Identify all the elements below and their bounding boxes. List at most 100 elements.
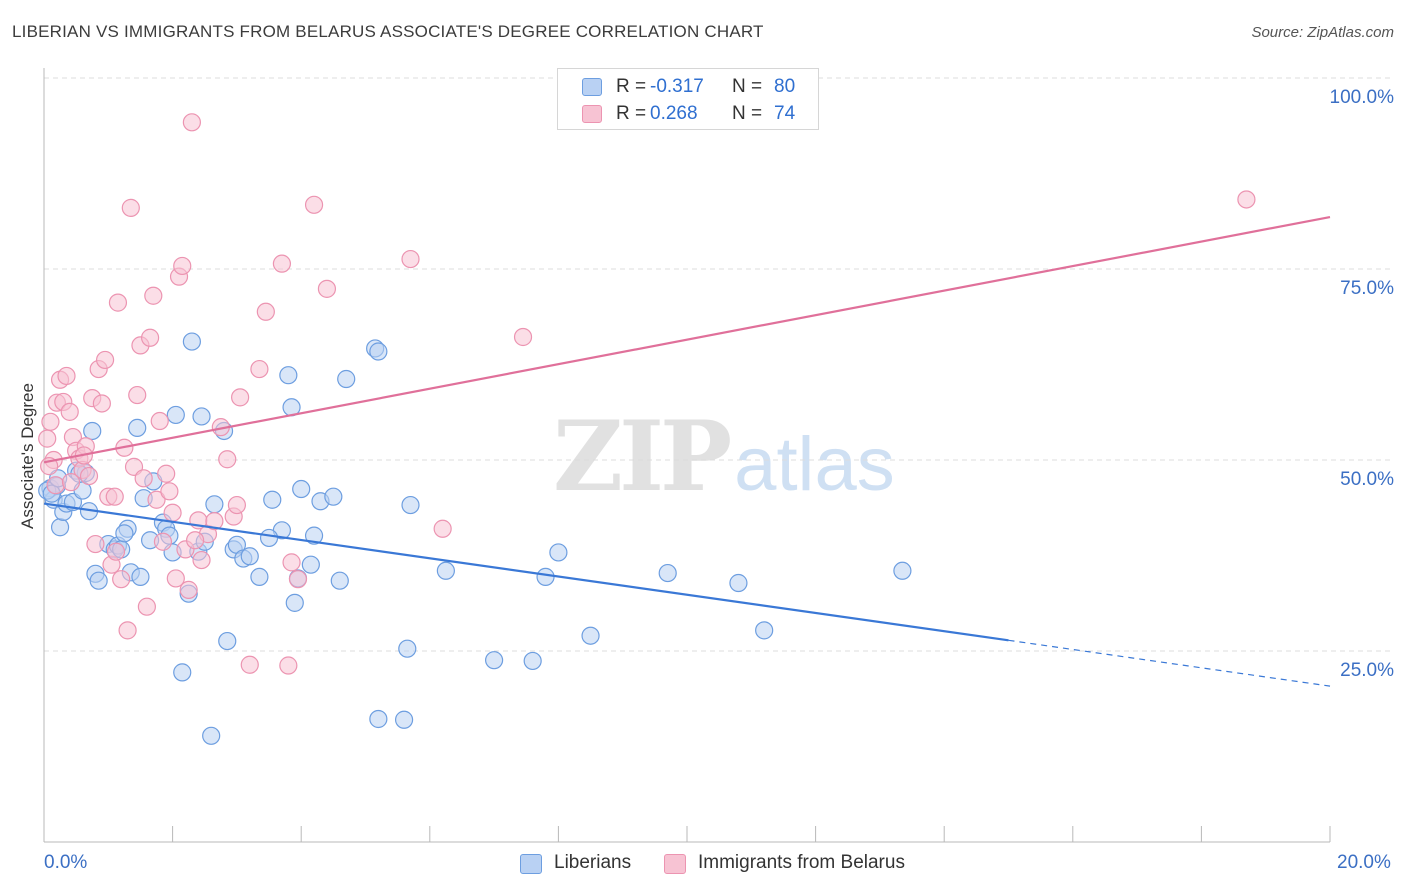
liberians-point: [250, 567, 269, 586]
belarus-point: [41, 412, 60, 431]
belarus-point: [182, 113, 201, 132]
liberians-point: [202, 726, 221, 745]
liberians-point: [436, 561, 455, 580]
n-value: 80: [774, 76, 796, 97]
r-label: R =: [616, 103, 647, 124]
liberians-legend-swatch: [520, 854, 542, 874]
liberians-point: [485, 651, 504, 670]
belarus-point: [128, 385, 147, 405]
belarus-point: [304, 195, 324, 214]
belarus-point: [92, 394, 111, 413]
belarus-point: [134, 469, 153, 488]
n-value: 74: [774, 103, 796, 124]
liberians-point: [218, 631, 237, 651]
liberians-point: [401, 495, 420, 515]
liberians-point: [205, 495, 224, 514]
liberians-point: [369, 342, 388, 361]
belarus-point: [240, 655, 259, 674]
belarus-point: [192, 550, 211, 570]
belarus-point: [279, 656, 298, 675]
liberians-point: [394, 710, 414, 729]
x-tick-label-min: 0.0%: [44, 852, 88, 873]
legend-label: Liberians: [554, 852, 632, 873]
n-label: N =: [732, 76, 763, 97]
liberians-point: [259, 528, 279, 548]
belarus-point: [166, 569, 185, 588]
r-value: 0.268: [650, 103, 698, 124]
liberians-swatch: [582, 78, 602, 96]
liberians-point: [304, 526, 324, 545]
liberians-trend-extension: [1008, 639, 1331, 687]
liberians-point: [182, 332, 201, 351]
belarus-point: [160, 482, 179, 501]
belarus-point: [106, 542, 126, 561]
liberians-point: [398, 639, 417, 658]
source-note: Source: ZipAtlas.com: [1251, 24, 1394, 41]
liberians-point: [263, 490, 282, 509]
liberians-point: [292, 479, 311, 499]
liberians-point: [658, 563, 677, 583]
liberians-point: [89, 571, 108, 590]
belarus-point: [86, 534, 105, 554]
r-value: -0.317: [650, 76, 704, 97]
belarus-point: [256, 302, 275, 321]
belarus-point: [250, 359, 269, 379]
belarus-point: [121, 198, 140, 217]
liberians-trend-line: [43, 502, 1009, 642]
belarus-point: [61, 473, 81, 492]
belarus-point: [144, 286, 163, 305]
liberians-point: [755, 621, 774, 640]
belarus-point: [118, 621, 137, 640]
belarus-point: [105, 487, 124, 506]
belarus-point: [150, 411, 169, 431]
belarus-point: [38, 429, 57, 448]
belarus-point: [147, 490, 166, 509]
y-tick-label-50: 50.0%: [1340, 469, 1394, 490]
belarus-point: [513, 327, 533, 347]
stats-legend: R = -0.317 N = 80 R = 0.268 N = 74: [557, 68, 819, 130]
belarus-point: [231, 388, 250, 407]
belarus-point: [60, 402, 79, 421]
y-tick-label-75: 75.0%: [1340, 278, 1394, 299]
belarus-point: [186, 531, 205, 550]
belarus-point: [157, 464, 176, 483]
y-tick-label-100: 100.0%: [1329, 87, 1394, 108]
liberians-point: [729, 573, 748, 593]
belarus-point: [218, 450, 237, 469]
belarus-trend-line: [43, 215, 1331, 464]
liberians-point: [192, 407, 211, 426]
y-tick-label-25: 25.0%: [1340, 660, 1394, 681]
belarus-point: [401, 249, 420, 269]
liberians-point: [337, 369, 356, 389]
liberians-point: [369, 709, 388, 729]
liberians-point: [128, 418, 147, 438]
liberians-point: [131, 567, 150, 586]
belarus-point: [433, 519, 452, 538]
belarus-point: [205, 512, 224, 531]
chart-title: LIBERIAN VS IMMIGRANTS FROM BELARUS ASSO…: [12, 22, 764, 41]
belarus-swatch: [582, 105, 602, 123]
liberians-point: [301, 555, 320, 574]
belarus-point: [112, 570, 131, 589]
r-label: R =: [616, 76, 647, 97]
liberians-point: [50, 518, 70, 537]
belarus-point: [153, 532, 173, 551]
liberians-point: [279, 366, 298, 385]
belarus-point: [1237, 190, 1256, 209]
belarus-point: [108, 293, 128, 312]
liberians-point: [285, 593, 304, 612]
belarus-point: [46, 476, 65, 495]
belarus-point: [95, 350, 115, 370]
legend-label: Immigrants from Belarus: [698, 852, 905, 873]
belarus-point: [140, 328, 160, 347]
belarus-point: [163, 503, 182, 522]
belarus-point: [288, 570, 308, 589]
belarus-legend-swatch: [664, 854, 686, 874]
n-label: N =: [732, 103, 763, 124]
y-axis-label: Associate's Degree: [18, 383, 37, 529]
belarus-point: [317, 279, 337, 298]
liberians-point: [523, 651, 542, 671]
liberians-point: [330, 571, 349, 590]
liberians-point: [581, 626, 600, 645]
liberians-point: [324, 487, 343, 506]
